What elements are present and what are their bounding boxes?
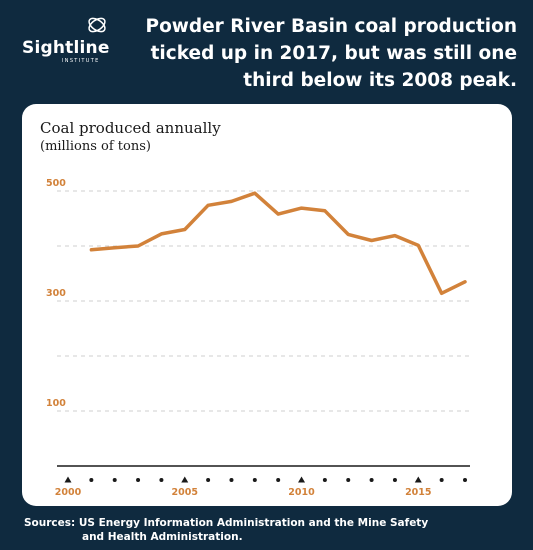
sightline-logo: Sightline INSTITUTE [22,14,112,64]
source-line-2: and Health Administration. [82,531,243,543]
chart-title: Coal produced annually [40,119,221,137]
x-year-dot [206,478,211,482]
line-chart: 100 300 500 2000 2005 2010 2015 [46,178,470,498]
x-year-dot [252,478,257,482]
x-year-dot [346,478,351,482]
x-year-dot [439,478,444,482]
x-tick-label: 2010 [288,487,315,498]
x-tick-triangle [414,476,422,483]
source-line-1: Sources: US Energy Information Administr… [24,517,429,529]
x-year-dot [369,478,374,482]
x-year-dot [89,478,94,482]
headline: Powder River Basin coal production ticke… [145,16,517,91]
brand-tagline: INSTITUTE [62,58,100,64]
y-tick-label: 500 [46,178,66,189]
x-tick-label: 2015 [405,487,431,498]
x-tick-triangle [64,476,72,483]
coal-production-line [89,191,467,296]
x-year-dot [136,478,141,482]
x-year-dot [392,478,397,482]
x-year-dot [276,478,281,482]
x-tick-triangle [298,476,306,483]
brand-name: Sightline [22,38,110,58]
x-year-dot [463,478,467,482]
x-year-dot [322,478,327,482]
y-tick-label: 300 [46,288,66,299]
source-note: Sources: US Energy Information Administr… [24,516,504,544]
chart-panel: Coal produced annually (millions of tons… [22,104,512,506]
x-year-dot [112,478,117,482]
x-tick-label: 2000 [55,487,82,498]
y-tick-label: 100 [46,398,66,409]
x-year-dot [159,478,164,482]
x-tick-label: 2005 [172,487,198,498]
x-tick-triangle [181,476,189,483]
x-year-dot [229,478,234,482]
logo-mark-icon [88,17,106,33]
chart-subtitle: (millions of tons) [40,139,151,154]
